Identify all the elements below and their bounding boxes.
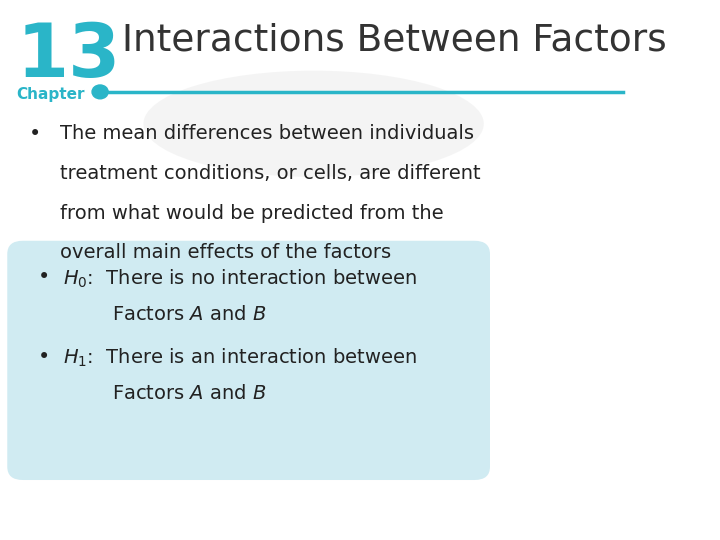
FancyBboxPatch shape — [7, 241, 490, 480]
Text: Factors $A$ and $B$: Factors $A$ and $B$ — [112, 384, 267, 403]
Text: $H_0$:  There is no interaction between: $H_0$: There is no interaction between — [63, 267, 417, 289]
Text: The mean differences between individuals: The mean differences between individuals — [60, 124, 474, 143]
Text: $H_1$:  There is an interaction between: $H_1$: There is an interaction between — [63, 347, 417, 369]
Text: •: • — [38, 267, 50, 287]
Text: Interactions Between Factors: Interactions Between Factors — [122, 23, 667, 59]
Circle shape — [92, 85, 108, 99]
Text: 13: 13 — [17, 20, 121, 93]
Text: Chapter: Chapter — [17, 86, 85, 102]
Text: overall main effects of the factors: overall main effects of the factors — [60, 244, 391, 262]
Text: from what would be predicted from the: from what would be predicted from the — [60, 204, 444, 222]
Text: •: • — [29, 124, 41, 144]
Text: •: • — [38, 347, 50, 367]
Ellipse shape — [143, 71, 484, 177]
Text: treatment conditions, or cells, are different: treatment conditions, or cells, are diff… — [60, 164, 480, 183]
Text: Factors $A$ and $B$: Factors $A$ and $B$ — [112, 305, 267, 323]
